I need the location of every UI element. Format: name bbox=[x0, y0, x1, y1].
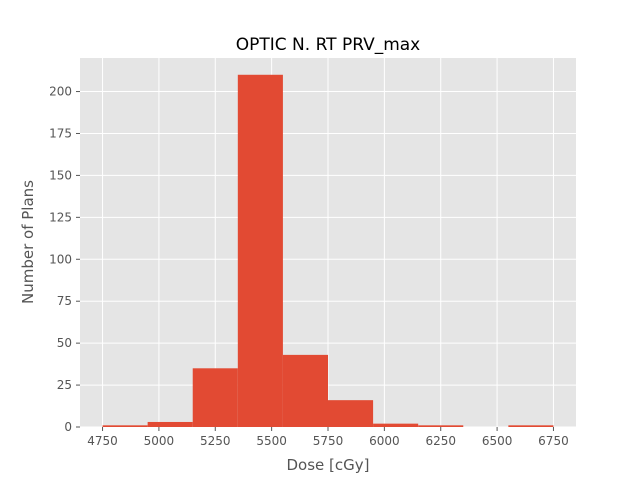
x-tick-label: 5750 bbox=[313, 434, 344, 448]
y-tick-label: 25 bbox=[57, 378, 72, 392]
histogram-bar bbox=[328, 400, 374, 427]
bars bbox=[102, 74, 554, 427]
x-tick-label: 5250 bbox=[200, 434, 231, 448]
x-tick-label: 6750 bbox=[538, 434, 569, 448]
x-tick-label: 5000 bbox=[144, 434, 175, 448]
y-axis-label: Number of Plans bbox=[19, 180, 37, 304]
histogram-bar bbox=[373, 423, 419, 427]
y-tick-label: 175 bbox=[49, 126, 72, 140]
x-axis-label: Dose [cGy] bbox=[287, 456, 370, 474]
y-axis-ticks: 0 25 50 75 100 125 150 175 200 bbox=[49, 85, 80, 434]
x-tick-label: 5500 bbox=[256, 434, 287, 448]
x-tick-label: 4750 bbox=[87, 434, 118, 448]
x-axis-ticks: 4750 5000 5250 5500 5750 6000 6250 6500 6750 bbox=[87, 427, 569, 448]
y-tick-label: 100 bbox=[49, 252, 72, 266]
y-tick-label: 125 bbox=[49, 210, 72, 224]
y-tick-label: 75 bbox=[57, 294, 72, 308]
y-tick-label: 200 bbox=[49, 85, 72, 99]
histogram-bar bbox=[508, 425, 554, 427]
x-tick-label: 6500 bbox=[482, 434, 513, 448]
histogram-bar bbox=[237, 74, 283, 427]
x-tick-label: 6000 bbox=[369, 434, 400, 448]
chart-title: OPTIC N. RT PRV_max bbox=[236, 35, 421, 55]
histogram-bar bbox=[282, 354, 328, 427]
y-tick-label: 0 bbox=[64, 420, 72, 434]
histogram-bar bbox=[102, 425, 148, 427]
y-tick-label: 50 bbox=[57, 336, 72, 350]
y-tick-label: 150 bbox=[49, 168, 72, 182]
histogram-bar bbox=[192, 368, 238, 427]
histogram-bar bbox=[147, 421, 193, 427]
x-tick-label: 6250 bbox=[425, 434, 456, 448]
histogram-bar bbox=[418, 425, 464, 427]
